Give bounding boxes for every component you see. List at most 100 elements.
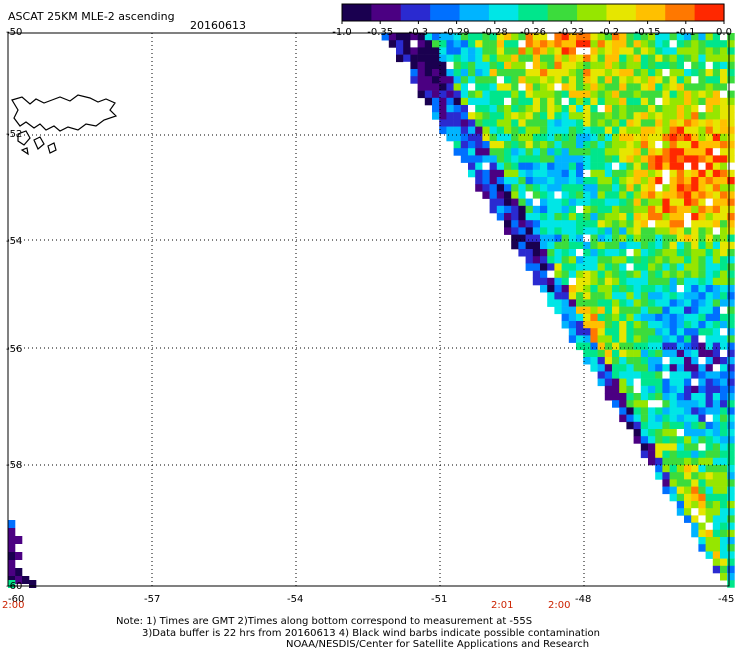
wind-cell <box>554 220 562 228</box>
wind-cell <box>662 270 670 279</box>
wind-cell <box>648 54 656 63</box>
wind-cell <box>504 47 512 55</box>
wind-cell <box>561 256 570 264</box>
wind-cell <box>568 126 577 135</box>
wind-cell <box>727 40 735 48</box>
wind-cell <box>489 162 498 171</box>
wind-cell <box>547 33 555 41</box>
wind-cell <box>590 313 598 322</box>
wind-cell <box>511 90 519 99</box>
wind-cell <box>669 220 678 228</box>
wind-cell <box>676 342 685 351</box>
wind-cell <box>676 450 685 459</box>
wind-cell <box>705 493 714 502</box>
wind-cell <box>720 162 728 171</box>
wind-cell <box>561 162 570 171</box>
wind-cell <box>655 220 663 228</box>
wind-cell <box>576 227 584 235</box>
wind-cell <box>691 133 699 142</box>
wind-cell <box>504 97 512 106</box>
wind-cell <box>633 47 642 55</box>
wind-cell <box>640 393 649 401</box>
wind-cell <box>561 148 570 156</box>
wind-cell <box>727 421 735 430</box>
wind-cell <box>604 155 613 163</box>
wind-cell <box>381 33 390 41</box>
wind-cell <box>626 61 634 70</box>
wind-cell <box>662 429 670 437</box>
wind-cell <box>532 33 541 41</box>
wind-cell <box>446 97 454 106</box>
wind-cell <box>518 213 526 221</box>
wind-cell <box>626 328 634 336</box>
wind-cell <box>669 299 678 307</box>
wind-cell <box>619 414 627 423</box>
wind-cell <box>525 133 534 142</box>
wind-cell <box>590 191 598 199</box>
wind-cell <box>662 234 670 243</box>
wind-cell <box>676 177 685 185</box>
wind-cell <box>626 357 634 365</box>
wind-cell <box>705 285 714 293</box>
wind-cell <box>720 198 728 207</box>
wind-cell <box>669 227 678 235</box>
wind-cell <box>712 385 721 394</box>
wind-cell <box>640 349 649 358</box>
wind-cell <box>525 162 534 171</box>
wind-cell <box>669 184 678 192</box>
wind-cell <box>698 400 706 408</box>
wind-cell <box>626 400 634 408</box>
wind-cell <box>597 270 606 279</box>
wind-cell <box>511 83 519 91</box>
wind-cell <box>648 292 656 300</box>
wind-cell <box>705 141 714 149</box>
wind-cell <box>712 184 721 192</box>
wind-cell <box>554 83 562 91</box>
wind-cell <box>712 357 721 365</box>
wind-cell <box>568 90 577 99</box>
wind-cell <box>662 421 670 430</box>
wind-cell <box>640 270 649 279</box>
wind-cell <box>626 184 634 192</box>
wind-cell <box>561 234 570 243</box>
wind-cell <box>518 141 526 149</box>
wind-cell <box>655 97 663 106</box>
wind-cell <box>453 61 462 70</box>
wind-cell <box>712 285 721 293</box>
colorbar-label: -0.2 <box>600 27 620 38</box>
wind-cell <box>640 407 649 415</box>
wind-cell <box>554 205 562 214</box>
wind-cell <box>705 313 714 322</box>
wind-cell <box>727 97 735 106</box>
wind-cell <box>590 61 598 70</box>
wind-cell <box>424 83 433 91</box>
wind-cell <box>705 335 714 343</box>
wind-cell <box>583 47 591 55</box>
wind-cell <box>583 198 591 207</box>
wind-cell <box>518 169 526 178</box>
wind-cell <box>720 169 728 178</box>
wind-cell <box>676 385 685 394</box>
wind-cell <box>532 241 541 250</box>
wind-cell <box>482 54 490 63</box>
wind-cell <box>720 90 728 99</box>
wind-cell <box>648 256 656 264</box>
wind-cell <box>576 97 584 106</box>
wind-cell <box>669 191 678 199</box>
colorbar-swatch <box>459 4 490 21</box>
wind-cell <box>468 162 476 171</box>
wind-cell <box>432 90 440 99</box>
wind-cell <box>705 364 714 372</box>
wind-cell <box>547 54 555 63</box>
wind-cell <box>720 414 728 423</box>
wind-cell <box>662 47 670 55</box>
wind-cell <box>705 191 714 199</box>
wind-cell <box>720 335 728 343</box>
wind-cell <box>640 169 649 178</box>
wind-cell <box>583 205 591 214</box>
wind-cell <box>532 191 541 199</box>
wind-cell <box>684 155 692 163</box>
wind-cell <box>626 33 634 41</box>
wind-cell <box>648 198 656 207</box>
wind-cell <box>511 126 519 135</box>
